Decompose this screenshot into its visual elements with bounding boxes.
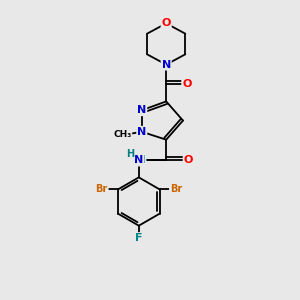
Text: N: N — [137, 105, 146, 115]
Text: F: F — [135, 233, 142, 243]
Text: O: O — [161, 18, 171, 28]
Text: N: N — [137, 127, 146, 137]
Text: O: O — [184, 155, 193, 165]
Text: Br: Br — [96, 184, 108, 194]
Text: Br: Br — [170, 184, 182, 194]
Text: O: O — [182, 79, 191, 89]
Text: N: N — [134, 155, 143, 165]
Text: H: H — [127, 149, 135, 159]
Text: N: N — [162, 60, 171, 70]
Text: H: H — [137, 155, 146, 165]
Text: CH₃: CH₃ — [113, 130, 132, 139]
Text: N: N — [134, 155, 143, 165]
